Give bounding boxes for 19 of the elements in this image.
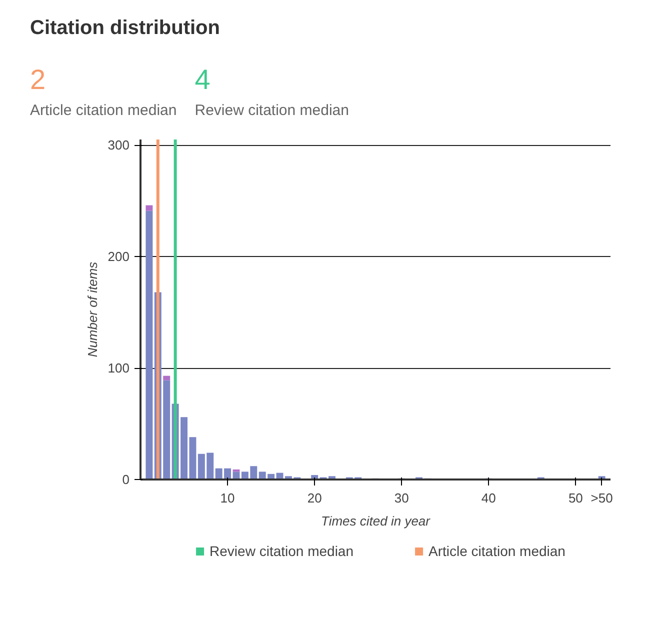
x-axis-title: Times cited in year: [321, 514, 431, 528]
legend-label: Article citation median: [428, 543, 566, 559]
y-tick-label: 0: [122, 472, 130, 487]
x-tick-label: 40: [481, 490, 496, 506]
x-tick-label: 20: [307, 490, 322, 506]
chart-title: Citation distribution: [30, 16, 220, 41]
x-tick-label: 30: [394, 490, 409, 506]
y-tick-label: 300: [108, 138, 130, 153]
x-tick-label: 50: [568, 490, 583, 506]
y-axis-title: Number of items: [84, 261, 100, 358]
text: Article citation median: [30, 102, 177, 119]
x-tick-label: >50: [590, 490, 613, 506]
y-tick-label: 100: [108, 360, 130, 376]
y-tick-label: 200: [108, 249, 130, 264]
text: Review citation median: [194, 102, 349, 119]
text: 2: [30, 63, 47, 97]
x-tick-label: 10: [220, 490, 235, 506]
text: 4: [194, 63, 212, 97]
legend-label: Review citation median: [210, 543, 354, 559]
